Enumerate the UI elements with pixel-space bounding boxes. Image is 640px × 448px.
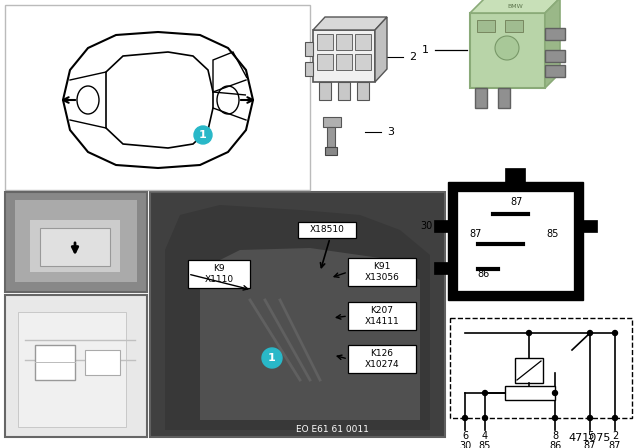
Polygon shape — [545, 0, 560, 88]
Text: 30: 30 — [459, 441, 471, 448]
Bar — [5, 295, 147, 437]
Bar — [30, 220, 120, 272]
Circle shape — [495, 36, 519, 60]
Text: K91
X13056: K91 X13056 — [365, 262, 399, 282]
Text: 3: 3 — [387, 127, 394, 137]
Bar — [336, 54, 352, 70]
Text: BMW: BMW — [507, 4, 523, 9]
Bar — [470, 13, 545, 88]
Bar — [338, 82, 350, 100]
Circle shape — [194, 126, 212, 144]
Bar — [35, 345, 75, 380]
Bar — [305, 62, 313, 76]
Circle shape — [262, 348, 282, 368]
Text: 8: 8 — [552, 431, 558, 441]
Bar — [313, 30, 375, 82]
Text: 1: 1 — [268, 353, 276, 363]
Polygon shape — [200, 248, 420, 420]
Bar — [323, 117, 341, 127]
Text: 1: 1 — [422, 45, 429, 55]
Text: 6: 6 — [462, 431, 468, 441]
Circle shape — [552, 391, 557, 396]
Bar — [85, 350, 120, 375]
Bar — [5, 5, 310, 190]
Polygon shape — [165, 205, 430, 430]
Text: 87: 87 — [609, 441, 621, 448]
Text: 5: 5 — [587, 431, 593, 441]
Bar — [505, 386, 555, 400]
Text: 86: 86 — [478, 269, 490, 279]
Bar — [357, 82, 369, 100]
Bar — [475, 88, 487, 108]
Text: EO E61 61 0011: EO E61 61 0011 — [296, 426, 369, 435]
Bar — [188, 260, 250, 288]
Text: 87: 87 — [511, 197, 523, 207]
Text: 2: 2 — [409, 52, 416, 62]
Polygon shape — [470, 0, 560, 13]
Circle shape — [483, 391, 488, 396]
Polygon shape — [375, 17, 387, 82]
Bar — [317, 34, 333, 50]
Bar — [18, 312, 126, 427]
Text: 85: 85 — [479, 441, 491, 448]
Text: 85: 85 — [547, 229, 559, 239]
Bar — [477, 20, 495, 32]
Circle shape — [612, 415, 618, 421]
Bar — [355, 34, 371, 50]
Text: 86: 86 — [549, 441, 561, 448]
Bar — [348, 258, 416, 286]
Bar — [336, 34, 352, 50]
Bar — [448, 182, 583, 300]
Polygon shape — [313, 17, 387, 30]
Bar — [515, 358, 543, 383]
Bar — [505, 20, 523, 32]
Bar — [545, 65, 565, 77]
Bar — [498, 88, 510, 108]
Bar — [583, 220, 597, 232]
Text: K9
X1110: K9 X1110 — [204, 264, 234, 284]
Bar — [327, 127, 335, 147]
Bar — [305, 42, 313, 56]
Bar — [5, 192, 147, 292]
Bar — [434, 220, 448, 232]
Bar — [348, 345, 416, 373]
Bar — [348, 302, 416, 330]
Bar — [325, 147, 337, 155]
Bar — [458, 192, 573, 290]
Circle shape — [612, 331, 618, 336]
Bar — [317, 54, 333, 70]
Circle shape — [483, 415, 488, 421]
Text: X18510: X18510 — [310, 225, 344, 234]
Text: 1: 1 — [199, 130, 207, 140]
Text: K126
X10274: K126 X10274 — [365, 349, 399, 369]
Circle shape — [463, 415, 467, 421]
Text: 471075: 471075 — [569, 433, 611, 443]
Bar — [545, 28, 565, 40]
Bar — [40, 228, 110, 266]
Bar — [150, 192, 445, 437]
Text: K207
X14111: K207 X14111 — [365, 306, 399, 326]
Bar — [450, 318, 632, 418]
Bar — [319, 82, 331, 100]
Bar — [505, 168, 525, 182]
Text: 4: 4 — [482, 431, 488, 441]
Bar — [15, 200, 137, 282]
Text: 30: 30 — [420, 221, 432, 231]
Circle shape — [552, 415, 557, 421]
Circle shape — [588, 331, 593, 336]
Bar — [355, 54, 371, 70]
Text: 87: 87 — [584, 441, 596, 448]
Circle shape — [527, 331, 531, 336]
Bar — [545, 50, 565, 62]
Text: 87: 87 — [470, 229, 482, 239]
Text: 2: 2 — [612, 431, 618, 441]
Circle shape — [588, 415, 593, 421]
Bar — [298, 222, 356, 238]
Bar — [434, 262, 448, 274]
